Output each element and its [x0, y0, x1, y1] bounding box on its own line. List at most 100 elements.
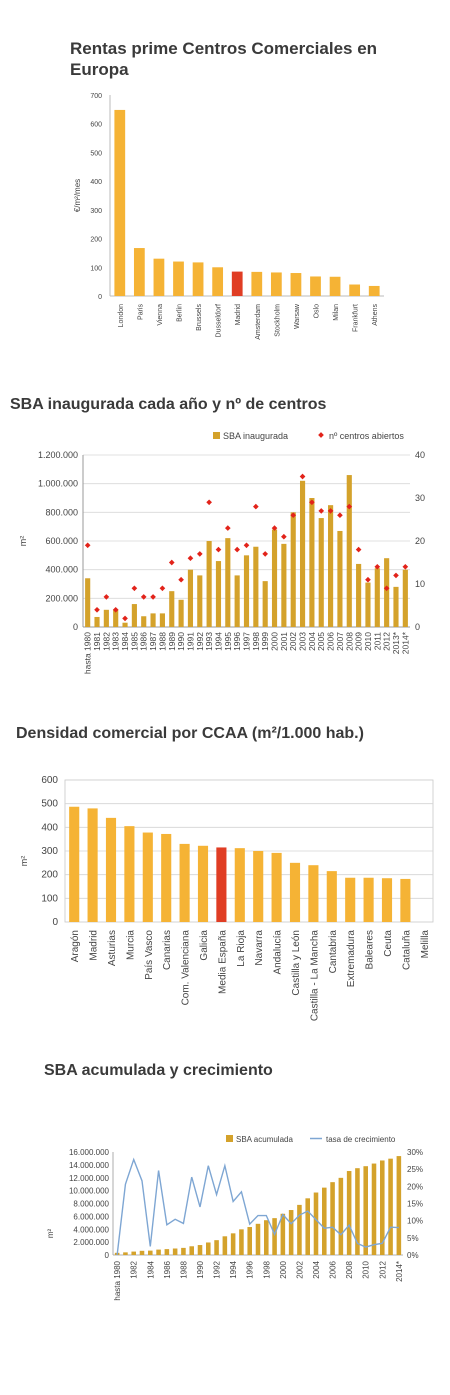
chart3-bar — [308, 865, 319, 922]
chart2-y2tick-label: 30 — [415, 493, 425, 503]
chart2-bar — [328, 505, 334, 627]
chart3-xtick-label: Castilla y León — [291, 930, 302, 996]
chart3-xtick-label: Galicia — [199, 930, 210, 961]
chart1-bar-stockholm — [270, 272, 282, 296]
chart1-bar-oslo — [310, 276, 321, 296]
chart4-xtick-label: 1990 — [196, 1260, 205, 1278]
chart2-dot — [159, 585, 166, 592]
chart2-dot — [402, 563, 409, 570]
chart3-bar — [142, 832, 153, 922]
chart4-y2tick-label: 0% — [407, 1251, 419, 1260]
chart3-bar — [87, 808, 98, 922]
chart2-bar — [206, 541, 212, 627]
chart2-xtick-label: 1991 — [185, 632, 195, 651]
chart2-dot — [243, 542, 250, 549]
chart2-bar — [225, 538, 231, 627]
chart2-dot — [234, 546, 240, 553]
chart1-bar-brussels — [192, 262, 204, 296]
chart1-bar-amsterdam — [251, 271, 263, 296]
chart1-bar-dusseldorf — [212, 267, 224, 296]
chart2-xtick-label: 2013* — [391, 631, 401, 654]
chart2-xtick-label: 1985 — [129, 632, 139, 651]
chart1-bar-madrid — [231, 271, 243, 296]
chart2-bar — [384, 558, 390, 627]
chart4-bar — [272, 1218, 277, 1255]
chart2-bar — [356, 563, 362, 627]
chart4-bar — [297, 1204, 302, 1255]
chart2-xtick-label: 1981 — [92, 632, 102, 651]
chart4-xtick-label: 1982 — [130, 1260, 139, 1278]
chart2-bar — [85, 578, 91, 627]
chart4-xtick-label: 1998 — [262, 1260, 271, 1278]
chart2-xtick-label: 2010 — [363, 632, 373, 651]
chart4-bar — [197, 1245, 203, 1255]
chart2-sba-inaugurada: 0 200.000 400.000 600.000 800.000 1.000.000 1.… — [18, 431, 425, 674]
chart2-xtick-label: 2003 — [298, 632, 308, 651]
chart4-y2tick-label: 25% — [407, 1165, 423, 1174]
chart2-xtick-label: hasta 1980 — [83, 632, 93, 674]
chart2-dot — [262, 551, 269, 557]
chart2-bar — [309, 498, 315, 627]
chart3-ytick-label: 600 — [41, 775, 58, 786]
chart4-bar — [371, 1163, 377, 1255]
chart2-dot — [215, 546, 222, 553]
chart4-bar — [214, 1240, 219, 1255]
chart3-xtick-label: Melilla — [420, 930, 431, 959]
chart1-xtick-label: Warsaw — [294, 303, 301, 329]
chart1-bar-berlin — [173, 261, 184, 296]
chart4-sba-acumulada: 0 2.000.000 4.000.000 6.000.000 8.000.000 10.… — [46, 1135, 423, 1301]
chart2-y2tick-label: 10 — [415, 579, 425, 589]
chart1-xtick-label: Stockholm — [274, 304, 281, 337]
chart2-dot — [318, 508, 325, 514]
chart1-ytick-label: 600 — [90, 122, 102, 129]
chart2-bar — [215, 561, 222, 627]
chart4-y2tick-label: 30% — [407, 1148, 423, 1157]
chart3-xtick-label: Com. Valenciana — [181, 930, 192, 1006]
chart2-xtick-label: 1986 — [139, 632, 149, 651]
chart2-xtick-label: 2001 — [279, 632, 289, 651]
chart1-bar-warsaw — [290, 273, 302, 296]
chart1-bar-athens — [368, 285, 380, 296]
chart3-bar — [326, 871, 337, 922]
chart3-ytick-label: 400 — [41, 822, 58, 833]
chart4-xtick-label: 2010 — [362, 1260, 371, 1278]
chart2-xtick-label: 2002 — [288, 632, 298, 651]
chart3-xtick-label: Asturias — [107, 930, 118, 966]
chart4-y2tick-label: 5% — [407, 1234, 419, 1243]
chart1-bar-london — [114, 109, 126, 296]
chart2-xtick-label: 2005 — [316, 632, 326, 651]
chart2-xtick-label: 1988 — [157, 632, 167, 651]
chart2-ytick-label: 400.000 — [45, 565, 78, 575]
chart2-legend-swatch-centros — [318, 432, 324, 438]
chart1-bar-milan — [329, 276, 341, 296]
chart2-bar — [365, 582, 371, 627]
chart4-bar — [181, 1247, 186, 1255]
chart4-bar — [380, 1160, 385, 1255]
chart2-xtick-label: 1998 — [251, 632, 261, 651]
chart4-bar — [280, 1213, 286, 1255]
chart1-ytick-label: 100 — [90, 265, 102, 272]
chart4-ytick-label: 8.000.000 — [73, 1200, 109, 1209]
chart2-bar — [299, 480, 306, 627]
chart3-bar — [161, 833, 172, 922]
chart1-xtick-label: Frankfurt — [353, 304, 360, 332]
chart4-bar — [131, 1251, 136, 1255]
chart2-dot — [150, 594, 156, 600]
chart2-xtick-label: 1999 — [260, 632, 270, 651]
chart2-dot — [337, 512, 343, 519]
chart2-legend-sba: SBA inaugurada — [223, 431, 288, 441]
chart4-xtick-label: 1992 — [213, 1260, 222, 1278]
chart4-bar — [330, 1182, 335, 1255]
chart2-xtick-label: 1993 — [204, 632, 214, 651]
chart1-bar-paris — [133, 248, 145, 296]
chart2-xtick-label: 1992 — [195, 632, 205, 651]
chart3-bar — [197, 845, 209, 922]
chart3-xtick-label: Murcia — [125, 930, 136, 960]
chart2-xtick-label: 2000 — [270, 632, 280, 651]
chart2-dot — [365, 576, 371, 583]
chart2-bar — [141, 616, 147, 627]
chart2-xtick-label: 1984 — [120, 632, 130, 651]
chart1-ytick-label: 500 — [90, 150, 102, 157]
chart2-dot — [84, 542, 91, 549]
chart1-ytick-label: 400 — [90, 179, 102, 186]
